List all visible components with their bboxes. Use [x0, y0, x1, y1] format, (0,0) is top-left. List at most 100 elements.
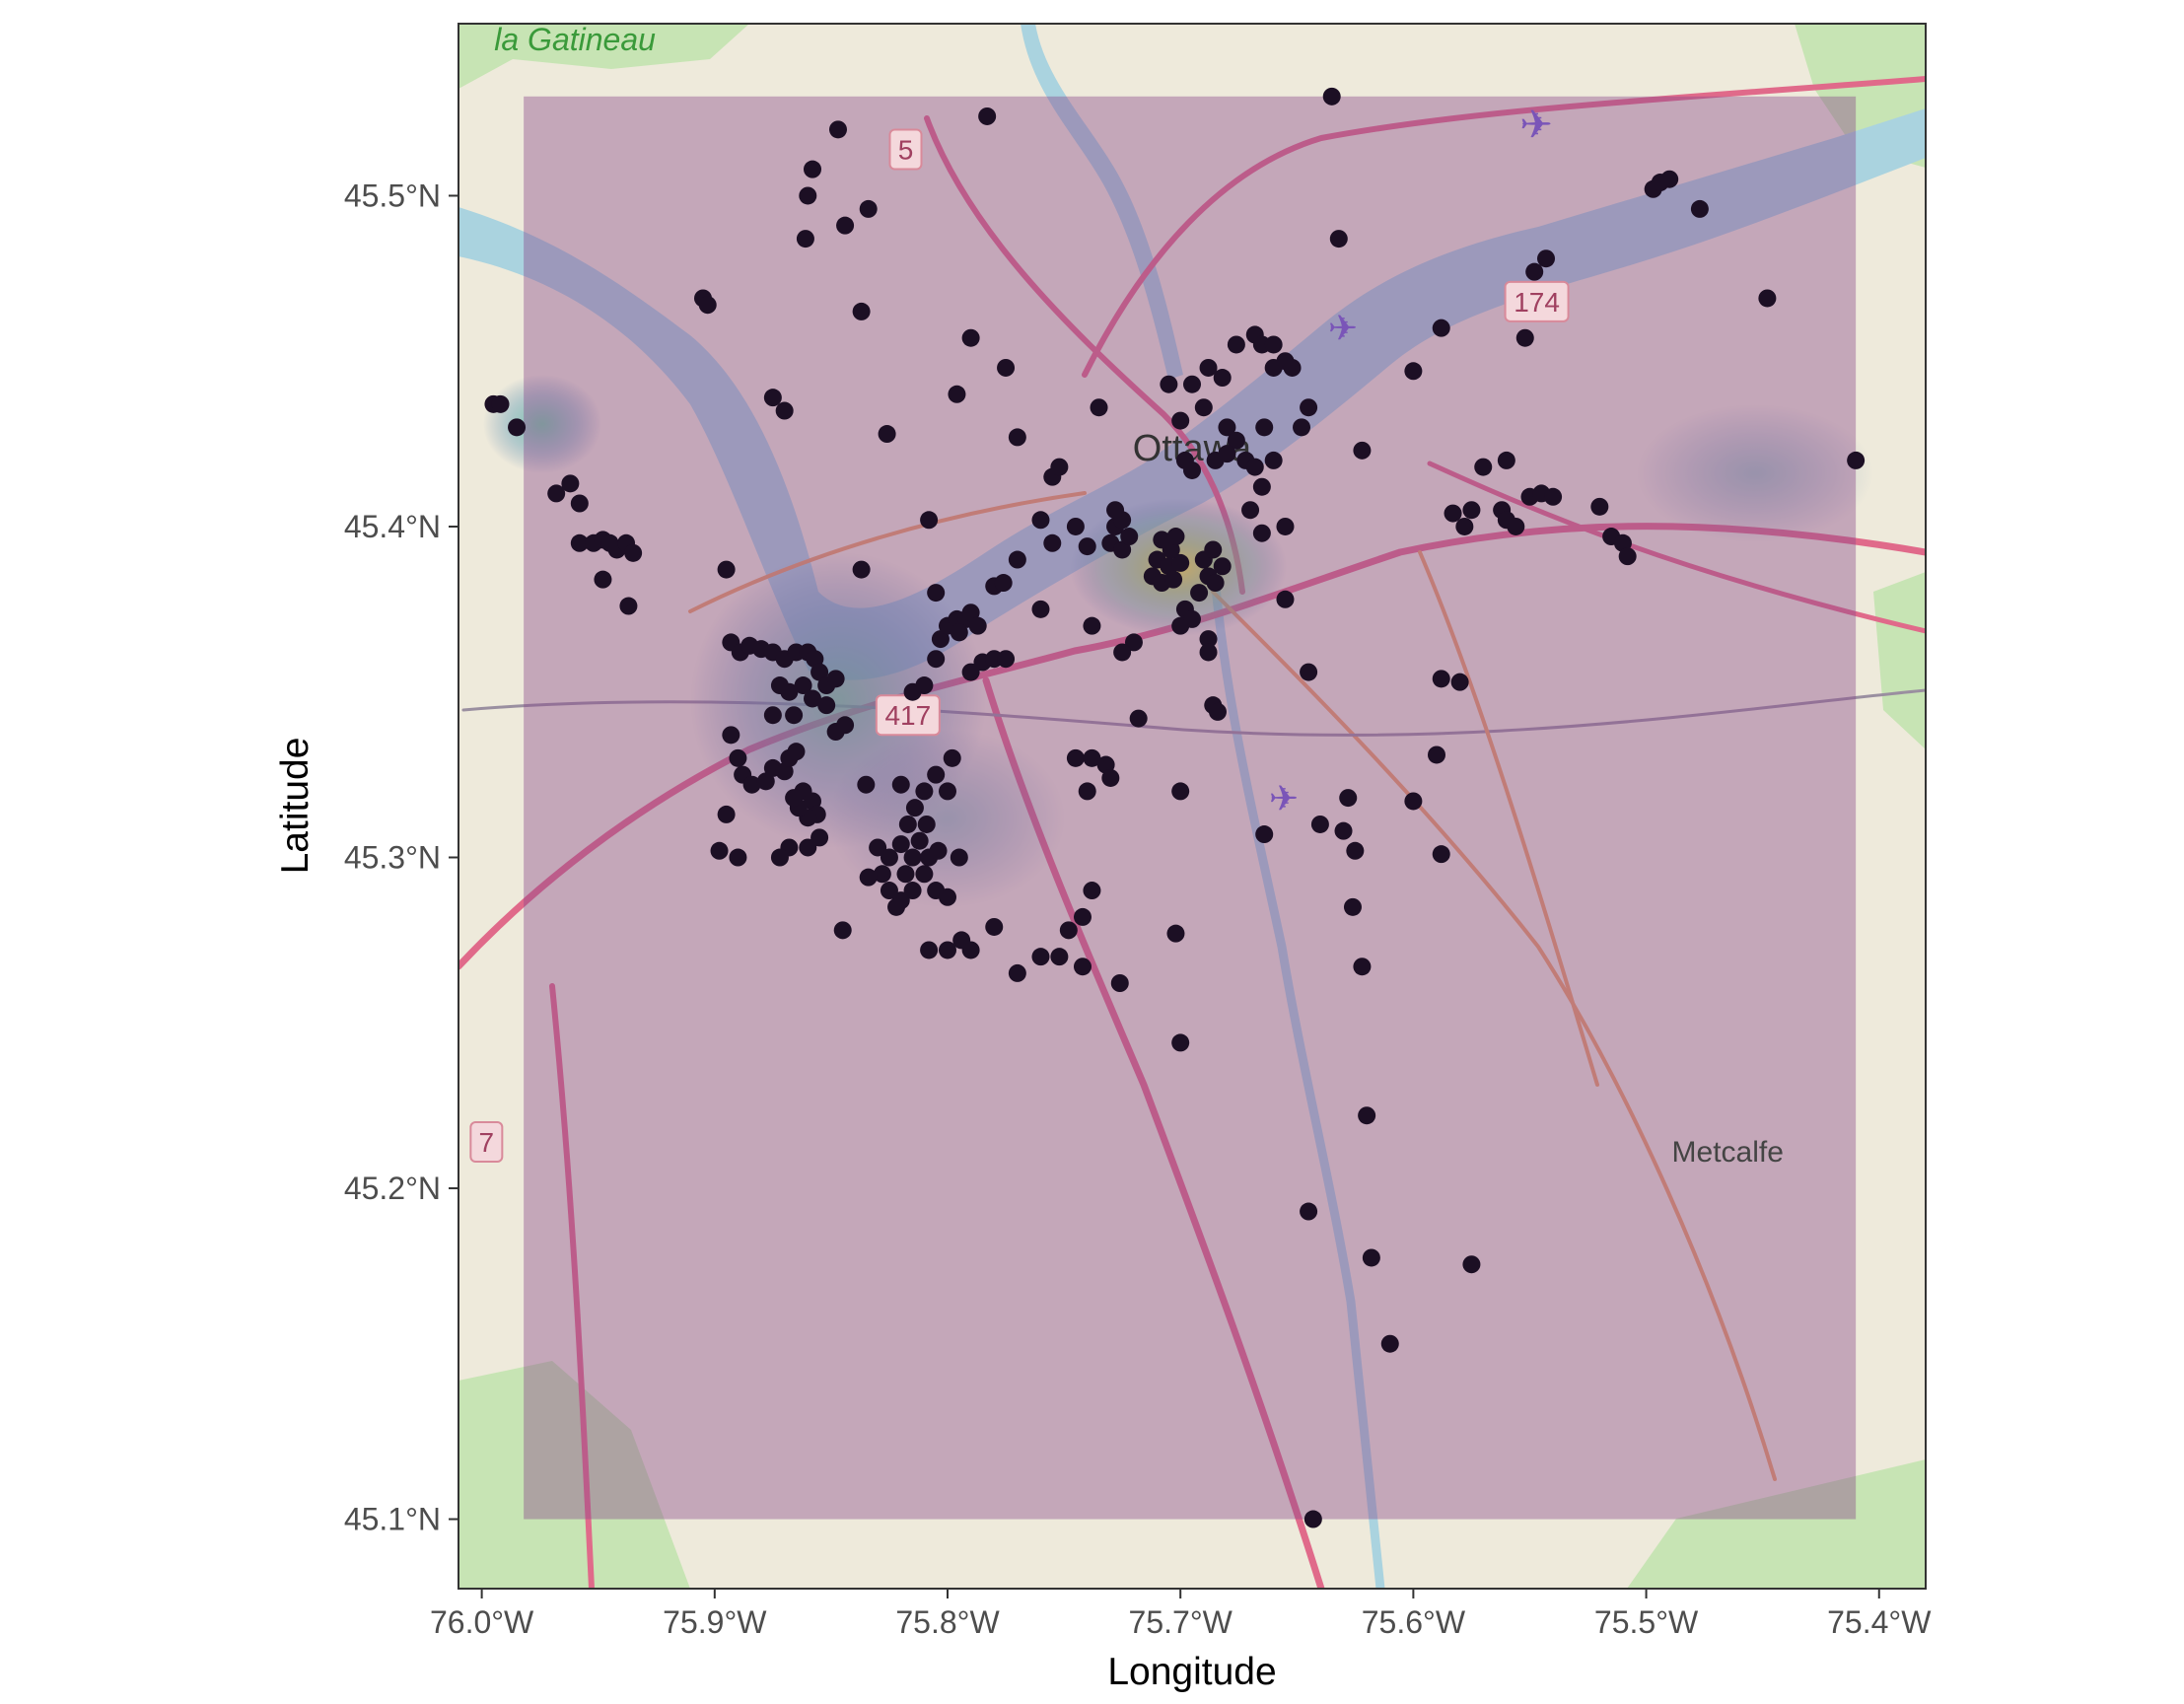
data-point	[796, 230, 814, 248]
data-point	[1380, 1334, 1399, 1353]
road-shield-label: 174	[1514, 287, 1560, 318]
data-point	[997, 650, 1016, 669]
data-point	[1213, 557, 1232, 576]
data-point	[710, 841, 729, 860]
data-point	[1171, 782, 1190, 801]
y-axis-title: Latitude	[274, 738, 317, 875]
data-point	[1066, 748, 1085, 767]
data-point	[1073, 907, 1092, 926]
data-point	[787, 743, 806, 761]
place-label: Metcalfe	[1672, 1136, 1784, 1169]
data-point	[1343, 897, 1362, 916]
data-point	[1758, 289, 1777, 308]
data-point	[1059, 921, 1078, 940]
y-tick-label: 45.4°N	[344, 509, 441, 544]
data-point	[804, 689, 822, 708]
data-point	[1183, 461, 1201, 479]
data-point	[1245, 458, 1264, 476]
data-point	[880, 882, 898, 900]
data-point	[961, 663, 980, 681]
data-point	[1428, 746, 1445, 764]
x-tick-label: 75.7°W	[1129, 1604, 1233, 1640]
data-point	[1194, 398, 1213, 417]
data-point	[1031, 948, 1050, 966]
data-point	[917, 815, 936, 833]
data-point	[869, 838, 887, 857]
data-point	[1227, 431, 1245, 450]
data-point	[939, 782, 956, 801]
data-point	[624, 543, 643, 562]
data-point	[927, 650, 946, 669]
data-point	[948, 385, 966, 403]
data-point	[1310, 815, 1329, 833]
data-point	[1276, 517, 1295, 535]
data-point	[817, 696, 836, 715]
data-point	[1066, 517, 1085, 535]
data-point	[1213, 369, 1232, 388]
data-point	[799, 186, 817, 205]
data-point	[859, 199, 878, 218]
data-point	[905, 799, 924, 817]
data-point	[1050, 458, 1069, 476]
data-point	[1444, 504, 1462, 523]
data-point	[891, 835, 910, 854]
data-point	[1300, 1202, 1318, 1221]
y-axis: 45.1°N 45.2°N 45.3°N 45.4°N 45.5°N	[344, 178, 458, 1537]
data-point	[1218, 445, 1236, 463]
data-point	[1334, 821, 1353, 840]
data-point	[833, 921, 852, 940]
data-point	[943, 748, 961, 767]
data-point	[1255, 825, 1274, 844]
data-point	[508, 418, 527, 437]
data-point	[1183, 609, 1201, 628]
data-point	[903, 882, 922, 900]
data-point	[1362, 1248, 1380, 1267]
rideau-river	[1208, 551, 1385, 1589]
data-point	[1255, 418, 1274, 437]
kde-overlay	[524, 96, 1857, 1520]
data-point	[1450, 673, 1469, 691]
road-shield-label: 417	[884, 700, 931, 731]
data-point	[1690, 199, 1709, 218]
data-point	[594, 570, 612, 589]
data-point	[1199, 358, 1218, 377]
data-point	[1329, 230, 1348, 248]
data-point	[1404, 792, 1423, 811]
data-point	[1346, 841, 1365, 860]
data-point	[1300, 398, 1318, 417]
data-point	[1590, 497, 1609, 516]
data-point	[857, 775, 876, 794]
data-point	[852, 302, 871, 320]
data-point	[910, 831, 929, 850]
data-point	[1525, 262, 1544, 281]
data-point	[775, 401, 794, 420]
data-point	[880, 848, 898, 867]
data-point	[1171, 553, 1190, 572]
data-point	[978, 106, 997, 125]
place-label: la Gatineau	[494, 22, 656, 57]
data-point	[1227, 335, 1245, 354]
y-tick-label: 45.1°N	[344, 1502, 441, 1537]
data-point	[1252, 524, 1271, 542]
x-axis-title: Longitude	[1107, 1651, 1276, 1693]
data-point	[1199, 643, 1218, 662]
data-point	[1101, 768, 1120, 787]
y-tick-label: 45.3°N	[344, 840, 441, 876]
y-tick-label: 45.2°N	[344, 1171, 441, 1206]
data-point	[1283, 358, 1302, 377]
data-point	[994, 574, 1013, 593]
data-point	[898, 815, 917, 833]
data-point	[763, 706, 782, 725]
data-point	[1090, 398, 1108, 417]
data-point	[887, 897, 906, 916]
data-point	[859, 868, 878, 887]
data-point	[1276, 590, 1295, 608]
data-point	[1124, 633, 1143, 652]
data-point	[939, 941, 956, 959]
data-point	[1847, 451, 1866, 469]
data-point	[939, 888, 956, 906]
data-point	[903, 682, 922, 701]
data-point	[950, 848, 968, 867]
data-point	[794, 676, 812, 695]
data-point	[878, 425, 896, 444]
